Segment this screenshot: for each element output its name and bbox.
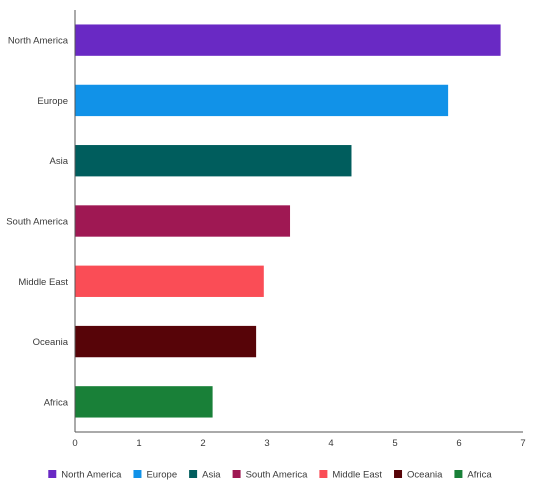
legend-label-north-america: North America xyxy=(61,470,122,481)
legend-swatch-north-america xyxy=(48,470,57,478)
legend-label-oceania: Oceania xyxy=(407,470,443,481)
bar-middle-east xyxy=(75,265,264,297)
bar-europe xyxy=(75,84,449,117)
x-tick-label-6: 6 xyxy=(456,438,461,449)
legend-item-europe: Europe xyxy=(133,470,177,481)
bar-north-america xyxy=(75,24,501,56)
x-tick-label-7: 7 xyxy=(520,438,525,449)
category-label-asia: Asia xyxy=(50,156,69,167)
x-tick-label-0: 0 xyxy=(72,438,77,449)
legend-swatch-africa xyxy=(454,470,463,478)
x-tick-labels: 0 1 2 3 4 5 6 7 xyxy=(72,438,525,449)
category-label-north-america: North America xyxy=(8,36,69,47)
legend-label-africa: Africa xyxy=(467,470,492,481)
bar-oceania xyxy=(75,325,257,358)
category-label-africa: Africa xyxy=(44,397,69,408)
bars xyxy=(75,24,501,418)
legend-label-south-america: South America xyxy=(246,470,308,481)
legend-label-asia: Asia xyxy=(202,470,221,481)
legend-swatch-middle-east xyxy=(319,470,328,478)
legend-item-north-america: North America xyxy=(48,470,122,481)
category-label-south-america: South America xyxy=(6,217,68,228)
legend-item-africa: Africa xyxy=(454,470,492,481)
legend-swatch-oceania xyxy=(394,470,403,478)
bar-asia xyxy=(75,145,352,177)
legend-item-middle-east: Middle East xyxy=(319,470,382,481)
legend-label-middle-east: Middle East xyxy=(332,470,382,481)
x-tick-label-4: 4 xyxy=(328,438,333,449)
legend-swatch-asia xyxy=(189,470,198,478)
category-labels: North America Europe Asia South America Midd… xyxy=(6,36,69,409)
x-tick-label-3: 3 xyxy=(264,438,269,449)
legend-item-south-america: South America xyxy=(232,470,308,481)
category-label-europe: Europe xyxy=(37,96,68,107)
legend-swatch-europe xyxy=(133,470,142,478)
legend-label-europe: Europe xyxy=(146,470,177,481)
axes xyxy=(74,10,523,433)
bar-south-america xyxy=(75,205,291,237)
bar-africa xyxy=(75,386,213,418)
x-tick-label-2: 2 xyxy=(200,438,205,449)
x-tick-label-1: 1 xyxy=(136,438,141,449)
category-label-oceania: Oceania xyxy=(33,337,69,348)
legend-item-asia: Asia xyxy=(189,470,221,481)
x-tick-label-5: 5 xyxy=(392,438,397,449)
legend-swatch-south-america xyxy=(232,470,241,478)
category-label-middle-east: Middle East xyxy=(18,277,68,288)
legend: North America Europe Asia South America Midd… xyxy=(48,470,492,481)
legend-item-oceania: Oceania xyxy=(394,470,443,481)
